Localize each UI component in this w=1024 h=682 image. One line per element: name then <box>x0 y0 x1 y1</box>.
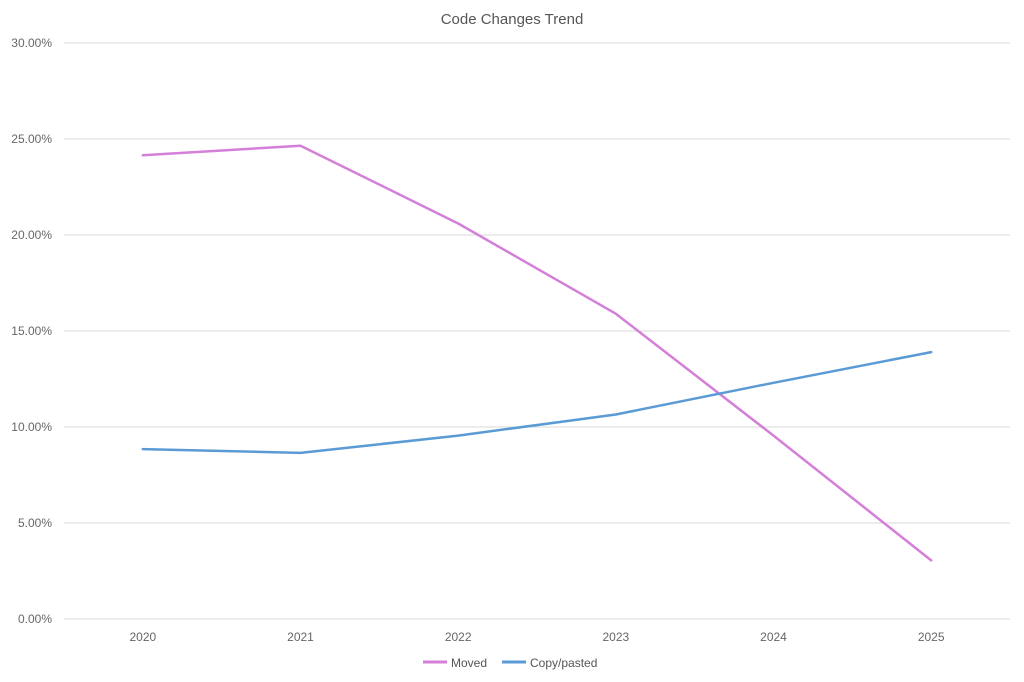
x-axis-ticks: 2020 2021 2022 2023 2024 2025 <box>129 630 944 644</box>
series-line-copy-pasted <box>141 350 933 455</box>
series-line-moved <box>141 144 933 562</box>
y-tick-label: 10.00% <box>11 420 52 434</box>
x-tick-label: 2023 <box>602 630 629 644</box>
legend-label-moved: Moved <box>451 656 487 670</box>
y-tick-label: 0.00% <box>18 612 52 626</box>
x-tick-label: 2024 <box>760 630 787 644</box>
x-tick-label: 2020 <box>129 630 156 644</box>
series-lines <box>141 144 933 562</box>
x-tick-label: 2025 <box>918 630 945 644</box>
legend: Moved Copy/pasted <box>423 656 597 670</box>
y-tick-label: 5.00% <box>18 516 52 530</box>
y-tick-label: 15.00% <box>11 324 52 338</box>
y-tick-label: 25.00% <box>11 132 52 146</box>
gridlines <box>64 42 1010 620</box>
chart-title: Code Changes Trend <box>441 11 584 28</box>
y-tick-label: 20.00% <box>11 228 52 242</box>
x-tick-label: 2022 <box>445 630 472 644</box>
y-tick-label: 30.00% <box>11 36 52 50</box>
y-axis-ticks: 0.00% 5.00% 10.00% 15.00% 20.00% 25.00% 30.00% <box>11 36 52 626</box>
x-tick-label: 2021 <box>287 630 314 644</box>
legend-label-copy-pasted: Copy/pasted <box>530 656 597 670</box>
